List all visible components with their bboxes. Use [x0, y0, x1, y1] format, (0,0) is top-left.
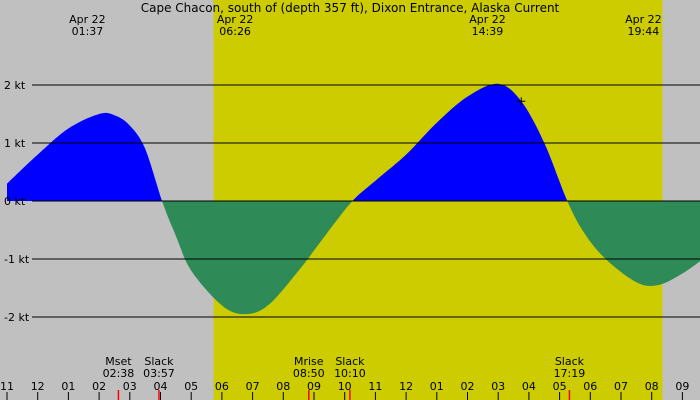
x-tick-label: 04	[522, 380, 536, 393]
current-marker	[517, 97, 526, 106]
event-name-label: Slack	[555, 355, 585, 368]
ebb-area	[567, 201, 700, 286]
x-tick-label: 06	[215, 380, 229, 393]
y-tick-label: -1 kt	[4, 253, 30, 266]
event-name-label: Slack	[335, 355, 365, 368]
event-time-label: 10:10	[334, 367, 366, 380]
y-tick-label: 2 kt	[4, 79, 26, 92]
flood-area	[7, 112, 162, 201]
top-time-label: 06:26	[219, 25, 251, 38]
x-tick-label: 02	[461, 380, 475, 393]
x-tick-label: 07	[246, 380, 260, 393]
chart-title: Cape Chacon, south of (depth 357 ft), Di…	[141, 1, 560, 15]
text-labels: 2 kt 1 kt 0 kt -1 kt -2 kt 11 12 01 02 03 04 05 06 07…	[0, 13, 689, 393]
x-tick-label: 03	[491, 380, 505, 393]
x-tick-label: 10	[338, 380, 352, 393]
top-date-label: Apr 22	[469, 13, 506, 26]
event-time-label: 08:50	[293, 367, 325, 380]
x-tick-label: 01	[430, 380, 444, 393]
x-tick-label: 06	[583, 380, 597, 393]
top-date-label: Apr 22	[625, 13, 662, 26]
y-tick-label: -2 kt	[4, 311, 30, 324]
ebb-area	[162, 201, 353, 315]
x-tick-label: 02	[92, 380, 106, 393]
current-area	[7, 83, 700, 315]
flood-area	[352, 83, 568, 201]
value-gridlines	[32, 84, 700, 318]
event-name-label: Mset	[105, 355, 132, 368]
x-tick-label: 09	[675, 380, 689, 393]
hour-ticks	[6, 390, 683, 400]
x-tick-label: 12	[399, 380, 413, 393]
x-tick-label: 08	[645, 380, 659, 393]
x-tick-label: 05	[184, 380, 198, 393]
event-time-label: 02:38	[103, 367, 135, 380]
y-tick-label: 1 kt	[4, 137, 26, 150]
x-tick-label: 03	[123, 380, 137, 393]
x-tick-label: 12	[31, 380, 45, 393]
top-time-label: 19:44	[628, 25, 660, 38]
top-time-label: 14:39	[472, 25, 504, 38]
x-tick-label: 08	[276, 380, 290, 393]
x-tick-label: 09	[307, 380, 321, 393]
x-tick-label: 07	[614, 380, 628, 393]
x-tick-label: 11	[368, 380, 382, 393]
event-time-label: 17:19	[554, 367, 586, 380]
event-name-label: Slack	[144, 355, 174, 368]
x-tick-label: 04	[154, 380, 168, 393]
top-date-label: Apr 22	[217, 13, 254, 26]
top-date-label: Apr 22	[69, 13, 106, 26]
x-tick-label: 05	[553, 380, 567, 393]
top-time-label: 01:37	[72, 25, 104, 38]
event-name-label: Mrise	[294, 355, 324, 368]
x-tick-label: 01	[61, 380, 75, 393]
y-tick-label: 0 kt	[4, 195, 26, 208]
x-tick-label: 11	[0, 380, 14, 393]
event-time-label: 03:57	[143, 367, 175, 380]
